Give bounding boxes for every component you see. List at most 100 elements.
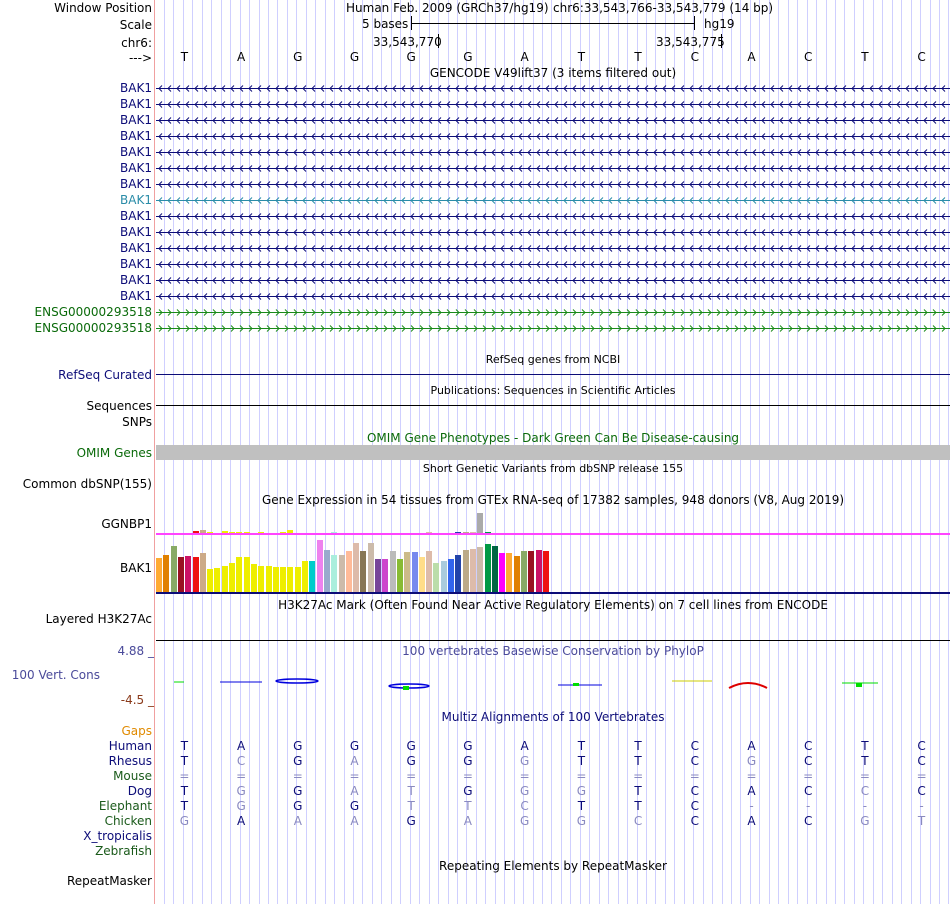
gtex-bak1-bar[interactable] [528, 551, 535, 592]
gtex-bak1-label[interactable]: BAK1 [120, 561, 152, 575]
gencode-transcript[interactable] [156, 196, 950, 205]
gtex-bak1-bar[interactable] [309, 561, 316, 592]
gtex-bak1-bar[interactable] [302, 561, 308, 592]
gencode-track-label[interactable]: ENSG00000293518 [34, 305, 152, 319]
phylop-title[interactable]: 100 vertebrates Basewise Conservation by… [402, 644, 704, 658]
gtex-bak1-bar[interactable] [243, 557, 250, 592]
repeatmasker-label[interactable]: RepeatMasker [66, 874, 152, 888]
gtex-bak1-bar[interactable] [542, 551, 549, 592]
gtex-ggnbp1-bar[interactable] [192, 531, 199, 533]
gencode-track-label[interactable]: BAK1 [120, 225, 152, 239]
gtex-bak1-bar[interactable] [477, 547, 484, 592]
gencode-track-label[interactable]: BAK1 [120, 209, 152, 223]
gtex-ggnbp1-bar[interactable] [331, 532, 338, 533]
gencode-transcript[interactable] [156, 276, 950, 285]
gtex-ggnbp1-bar[interactable] [199, 530, 206, 533]
gtex-bak1-bar[interactable] [440, 561, 447, 592]
gtex-bak1-bar[interactable] [367, 543, 374, 592]
gencode-track-label[interactable]: ENSG00000293518 [34, 321, 152, 335]
gencode-transcript[interactable] [156, 308, 950, 317]
gtex-bak1-bar[interactable] [418, 557, 425, 592]
gtex-bak1-bar[interactable] [221, 566, 228, 592]
gencode-transcript[interactable] [156, 244, 950, 253]
gtex-bak1-bar[interactable] [360, 551, 367, 592]
gtex-bak1-bar[interactable] [499, 553, 506, 592]
refseq-label[interactable]: RefSeq Curated [58, 368, 152, 382]
multiz-species-label[interactable]: Elephant [98, 799, 152, 813]
refseq-title[interactable]: RefSeq genes from NCBI [485, 353, 621, 366]
gtex-ggnbp1-bar[interactable] [258, 532, 265, 533]
gtex-ggnbp1-bar[interactable] [229, 532, 235, 533]
gtex-bak1-bar[interactable] [535, 550, 542, 592]
gtex-ggnbp1-label[interactable]: GGNBP1 [101, 517, 152, 531]
h3k27ac-title[interactable]: H3K27Ac Mark (Often Found Near Active Re… [278, 598, 828, 612]
gencode-transcript[interactable] [156, 100, 950, 109]
gtex-bak1-bar[interactable] [287, 567, 294, 592]
gtex-bak1-bar[interactable] [280, 567, 287, 592]
gencode-transcript[interactable] [156, 292, 950, 301]
gtex-bak1-bar[interactable] [199, 553, 206, 592]
gtex-bak1-bar[interactable] [521, 551, 527, 592]
gencode-transcript[interactable] [156, 228, 950, 237]
dbsnp-label[interactable]: Common dbSNP(155) [22, 477, 152, 491]
dbsnp-title[interactable]: Short Genetic Variants from dbSNP releas… [422, 462, 684, 475]
gencode-transcript[interactable] [156, 212, 950, 221]
gencode-transcript[interactable] [156, 132, 950, 141]
gtex-bak1-bar[interactable] [192, 557, 199, 592]
gtex-ggnbp1-bar[interactable] [455, 532, 462, 533]
gencode-transcript[interactable] [156, 84, 950, 93]
publications-title[interactable]: Publications: Sequences in Scientific Ar… [430, 384, 676, 397]
gencode-transcript[interactable] [156, 324, 950, 333]
sequences-label[interactable]: Sequences [86, 399, 152, 413]
gtex-bak1-bar[interactable] [433, 563, 440, 592]
omim-title[interactable]: OMIM Gene Phenotypes - Dark Green Can Be… [366, 431, 740, 445]
gtex-bak1-bar[interactable] [375, 559, 381, 592]
repeatmasker-title[interactable]: Repeating Elements by RepeatMasker [439, 859, 667, 873]
gtex-bak1-bar[interactable] [265, 566, 272, 592]
gtex-bak1-bar[interactable] [331, 555, 338, 592]
gtex-bak1-bar[interactable] [163, 555, 170, 592]
multiz-species-label[interactable]: Dog [127, 784, 152, 798]
gencode-track-label[interactable]: BAK1 [120, 177, 152, 191]
gtex-bak1-bar[interactable] [462, 550, 469, 592]
multiz-species-label[interactable]: Mouse [113, 769, 152, 783]
gtex-ggnbp1-bar[interactable] [426, 532, 433, 533]
gtex-ggnbp1-bar[interactable] [243, 532, 250, 533]
gtex-ggnbp1-bar[interactable] [207, 532, 214, 533]
gtex-ggnbp1-bar[interactable] [287, 530, 294, 533]
multiz-species-label[interactable]: Zebrafish [95, 844, 152, 858]
gtex-bak1-bar[interactable] [207, 569, 214, 592]
multiz-species-label[interactable]: Human [108, 739, 152, 753]
gtex-ggnbp1-bar[interactable] [469, 532, 476, 533]
gencode-track-label[interactable]: BAK1 [120, 145, 152, 159]
gtex-bak1-bar[interactable] [250, 564, 257, 592]
gtex-bak1-bar[interactable] [491, 546, 498, 592]
gencode-transcript[interactable] [156, 260, 950, 269]
gtex-bak1-bar[interactable] [316, 540, 323, 592]
multiz-species-label[interactable]: X_tropicalis [83, 829, 152, 843]
gtex-bak1-bar[interactable] [389, 551, 396, 592]
gtex-ggnbp1-bar[interactable] [484, 532, 491, 533]
gencode-track-label[interactable]: BAK1 [120, 289, 152, 303]
gtex-bak1-bar[interactable] [258, 566, 265, 592]
gtex-ggnbp1-bar[interactable] [221, 531, 228, 533]
gtex-ggnbp1-bar[interactable] [477, 513, 484, 533]
phylop-label[interactable]: 100 Vert. Cons [11, 668, 100, 682]
gtex-bak1-bar[interactable] [345, 551, 352, 592]
gtex-bak1-bar[interactable] [396, 559, 403, 592]
gtex-bak1-bar[interactable] [185, 556, 192, 592]
gtex-bak1-bar[interactable] [506, 553, 513, 592]
multiz-species-label[interactable]: Rhesus [108, 754, 152, 768]
refseq-gene-line[interactable] [156, 374, 950, 375]
gencode-track-label[interactable]: BAK1 [120, 129, 152, 143]
gtex-bak1-bar[interactable] [294, 567, 301, 592]
gtex-bak1-bar[interactable] [338, 555, 345, 592]
multiz-species-label[interactable]: Chicken [104, 814, 152, 828]
gtex-bak1-bar[interactable] [272, 567, 279, 592]
gtex-bak1-bar[interactable] [484, 544, 491, 592]
gtex-ggnbp1-bar[interactable] [462, 532, 469, 533]
multiz-title[interactable]: Multiz Alignments of 100 Vertebrates [441, 710, 665, 724]
snps-label[interactable]: SNPs [122, 415, 152, 429]
sequences-line[interactable] [156, 405, 950, 406]
